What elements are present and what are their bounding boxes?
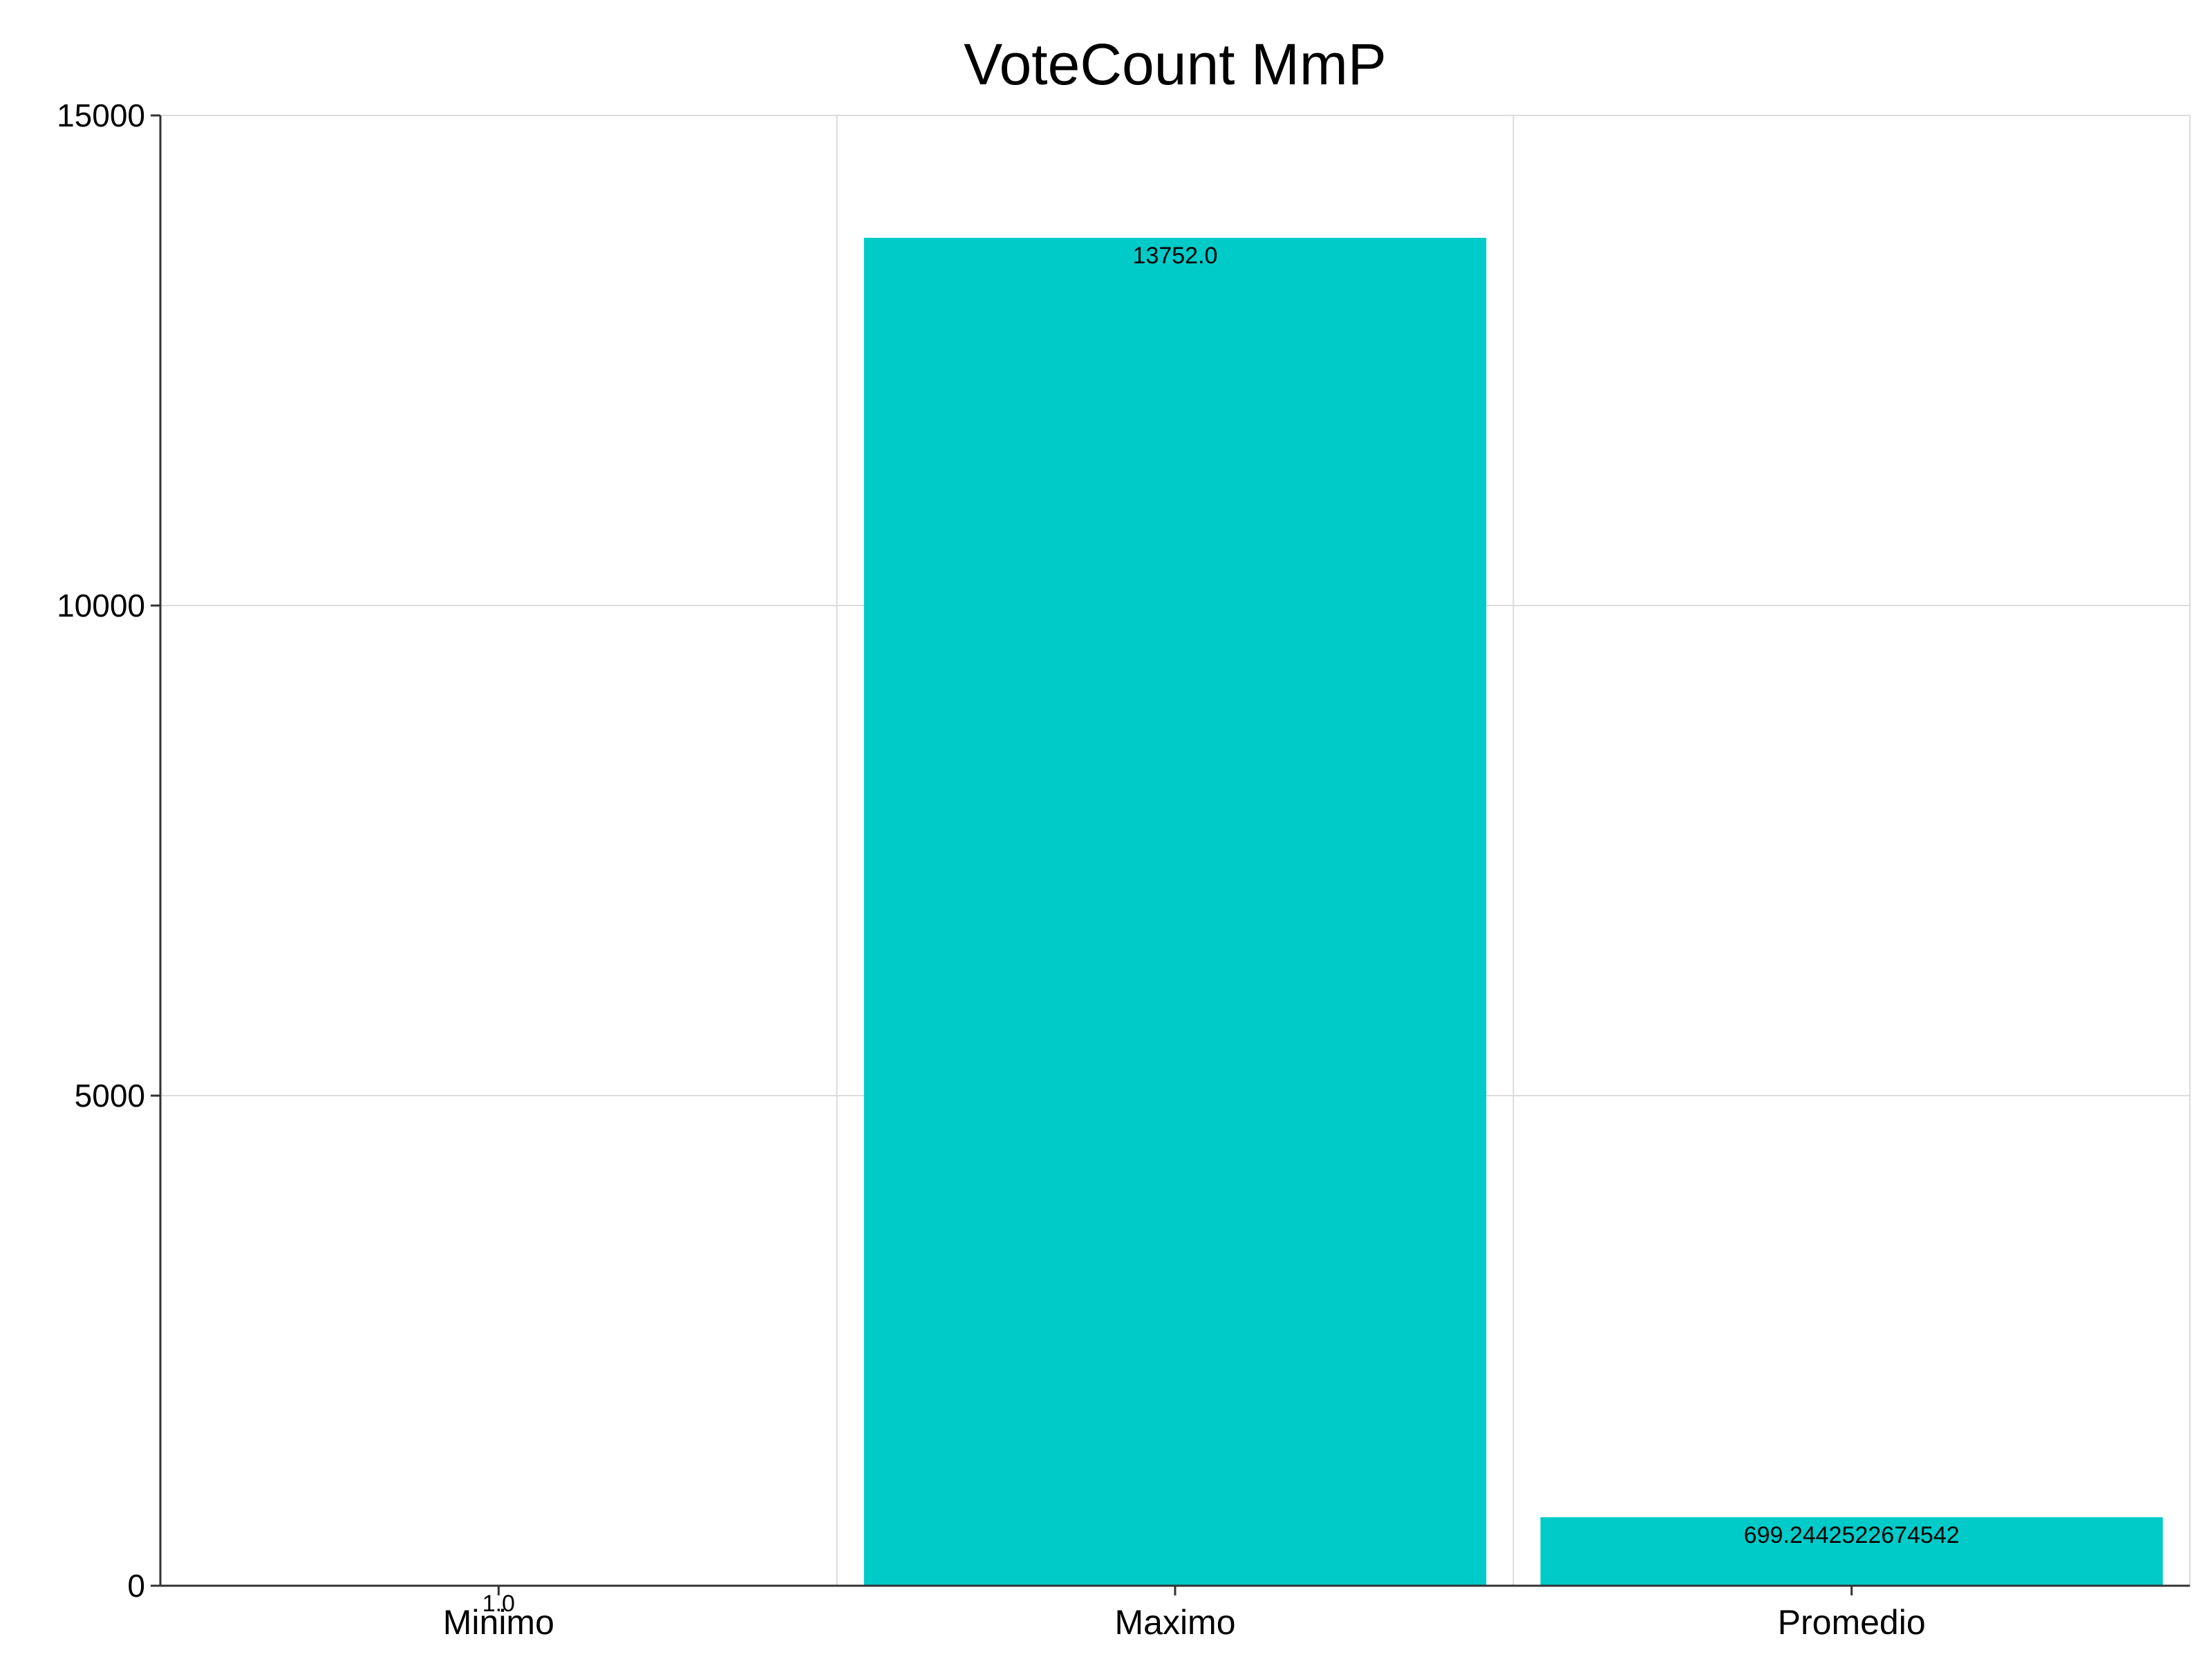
grid-layer [160,115,2191,1586]
x-tick-label-promedio: Promedio [1778,1603,1926,1642]
bar-promedio [1540,1517,2163,1586]
axis-layer [151,114,2190,1595]
data-label-promedio: 699.2442522674542 [1744,1522,1960,1548]
chart-title: VoteCount MmP [964,32,1387,97]
y-tick-label: 15000 [57,97,145,133]
bar-maximo [863,237,1487,1586]
bar-layer [187,237,2163,1586]
data-label-minimo: 1.0 [482,1591,515,1617]
y-tick-label: 5000 [75,1078,145,1114]
y-tick-label: 10000 [57,588,145,624]
data-label-maximo: 13752.0 [1133,243,1218,269]
x-tick-label-minimo: Minimo [443,1603,554,1642]
y-tick-label: 0 [127,1568,145,1604]
x-tick-label-maximo: Maximo [1114,1603,1235,1642]
